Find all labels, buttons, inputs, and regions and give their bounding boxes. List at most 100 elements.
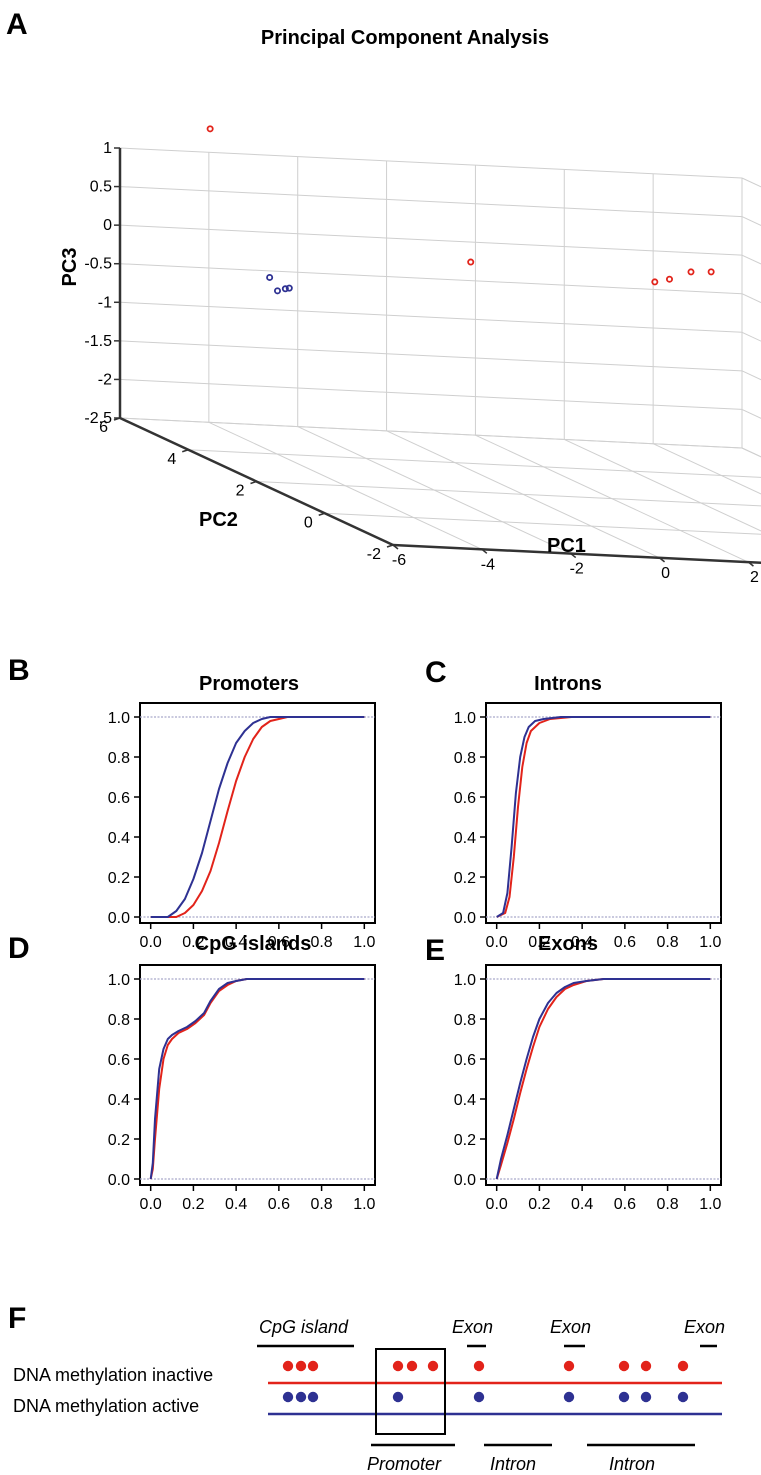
active-label: DNA methylation active (13, 1396, 199, 1416)
y-tick-label: 0.8 (454, 1012, 476, 1029)
inactive-site-dot (392, 1360, 404, 1372)
x-tick-label: 1.0 (699, 934, 721, 951)
x-tick-label: 0.2 (528, 934, 550, 951)
pca-title: Principal Component Analysis (261, 27, 549, 49)
pca-y-tick (182, 449, 189, 453)
inactive-site-dot (677, 1360, 689, 1372)
x-tick-label: 0.0 (486, 1196, 508, 1213)
panel-label-c: C (425, 656, 447, 689)
active-site-dot (618, 1391, 630, 1403)
pca-grid-line (119, 417, 743, 449)
inactive-site-dot (282, 1360, 294, 1372)
x-tick-label: 0.4 (571, 934, 593, 951)
chart-title: Introns (534, 673, 602, 695)
pca-y-tick (318, 512, 325, 516)
pca-y-tick-label: -2 (367, 546, 381, 563)
pca-z-tick-label: 0 (103, 217, 112, 234)
y-tick-label: 0.4 (108, 830, 130, 847)
y-tick-label: 0.2 (108, 870, 130, 887)
exons-chart: Exons 0.0 0.2 0.4 0.6 0.8 1.0 0.0 0.2 0.4 0.6 0.8 1.… (454, 933, 722, 1213)
exon-label-1: Exon (452, 1317, 493, 1337)
y-tick-label: 0.8 (454, 750, 476, 767)
chart-title: CpG islands (195, 933, 312, 955)
pca-grid-line (256, 481, 761, 507)
pca-grid-line (741, 447, 761, 458)
pca-x-tick (392, 544, 399, 550)
pca-y-tick (113, 417, 121, 421)
pca-grid-line (741, 408, 761, 419)
pca-point (281, 285, 289, 293)
pca-points (206, 125, 715, 295)
x-tick-label: 0.0 (140, 934, 162, 951)
pca-y-tick-label: 4 (167, 451, 176, 468)
blue-series-line (149, 978, 365, 1180)
pca-grid-line (741, 216, 761, 226)
pca-point (707, 268, 715, 276)
pca-y-tick (386, 544, 394, 548)
pca-grid-line (324, 512, 761, 535)
red-series-line (149, 978, 365, 1180)
pca-z-tick-label: 1 (103, 140, 112, 157)
y-tick-label: 1.0 (108, 710, 130, 727)
y-tick-label: 0.2 (454, 870, 476, 887)
y-tick-label: 0.6 (454, 1052, 476, 1069)
x-tick-label: 0.6 (268, 934, 290, 951)
y-tick-label: 0.6 (108, 1052, 130, 1069)
pca-point (273, 287, 281, 295)
pca-point (665, 275, 673, 283)
panel-label-b: B (8, 654, 30, 687)
y-tick-label: 0.2 (454, 1132, 476, 1149)
pca-y-tick-label: 2 (236, 483, 245, 500)
pca-z-tick-label: -2 (98, 371, 112, 388)
pca-grid-line (119, 378, 743, 410)
pca-point (651, 278, 659, 286)
inactive-site-dot (563, 1360, 575, 1372)
pca-y-tick-label: 6 (99, 419, 108, 436)
x-tick-label: 0.8 (656, 934, 678, 951)
pca-z-tick-label: -0.5 (84, 256, 112, 273)
y-tick-label: 0.4 (454, 830, 476, 847)
plot-frame (139, 702, 376, 924)
blue-series-line (495, 978, 711, 1180)
x-tick-label: 0.8 (656, 1196, 678, 1213)
x-tick-label: 0.6 (268, 1196, 290, 1213)
plot-frame (485, 702, 722, 924)
y-tick-label: 0.2 (108, 1132, 130, 1149)
pca-grid-line (741, 370, 761, 381)
pca-x-tick (747, 561, 754, 567)
pca-point (285, 284, 293, 292)
x-tick-label: 0.0 (486, 934, 508, 951)
active-site-dot (563, 1391, 575, 1403)
pca-grid-line (741, 293, 761, 304)
red-series-line (150, 716, 365, 918)
x-tick-label: 1.0 (699, 1196, 721, 1213)
pca-point (206, 125, 214, 133)
panel-label-a: A (6, 8, 28, 41)
active-site-dot (295, 1391, 307, 1403)
pca-grid-line (741, 331, 761, 342)
y-tick-label: 0.8 (108, 750, 130, 767)
active-site-dot (307, 1391, 319, 1403)
x-tick-label: 0.8 (310, 934, 332, 951)
pca-grid-line (564, 438, 761, 532)
chart-title: Exons (538, 933, 598, 955)
exon-label-2: Exon (550, 1317, 591, 1337)
pca-z-axis-label: PC3 (59, 248, 81, 287)
inactive-site-dot (640, 1360, 652, 1372)
x-tick-label: 0.6 (614, 1196, 636, 1213)
blue-series-line (496, 716, 711, 918)
cpg-islands-chart: CpG islands 0.0 0.2 0.4 0.6 0.8 1.0 0.0 0.2 0.4 0.… (108, 933, 376, 1213)
y-tick-label: 0.0 (108, 1172, 130, 1189)
active-sites (282, 1391, 689, 1403)
pca-z-tick-label: -1.5 (84, 333, 112, 350)
x-tick-label: 0.8 (310, 1196, 332, 1213)
x-tick-label: 0.4 (225, 934, 247, 951)
y-tick-label: 0.4 (108, 1092, 130, 1109)
x-tick-label: 1.0 (353, 1196, 375, 1213)
active-site-dot (282, 1391, 294, 1403)
red-series-line (496, 716, 711, 918)
pca-x-axis (392, 543, 761, 565)
pca-x-axis-label: PC1 (547, 535, 586, 557)
